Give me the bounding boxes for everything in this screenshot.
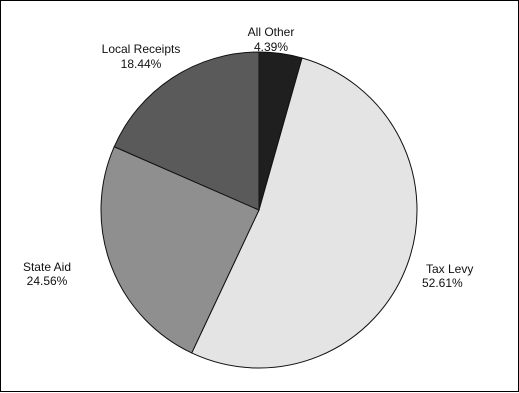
pie-slice-local-receipts	[113, 51, 260, 211]
label-state-aid-name: State Aid	[23, 260, 71, 274]
label-local-receipts-value: 18.44%	[121, 57, 162, 71]
label-local-receipts-name: Local Receipts	[102, 42, 181, 56]
pie-slice-state-aid	[100, 146, 260, 354]
label-state-aid-value: 24.56%	[27, 274, 68, 288]
pie-slice-tax-levy	[191, 57, 418, 369]
label-all-other-value: 4.39%	[254, 40, 288, 54]
label-all-other-name: All Other	[248, 25, 295, 39]
pie-slices	[100, 51, 418, 369]
pie-labels: All Other 4.39% Tax Levy 52.61% State Ai…	[23, 25, 473, 290]
label-tax-levy-name: Tax Levy	[426, 262, 473, 276]
label-tax-levy-value: 52.61%	[422, 276, 463, 290]
